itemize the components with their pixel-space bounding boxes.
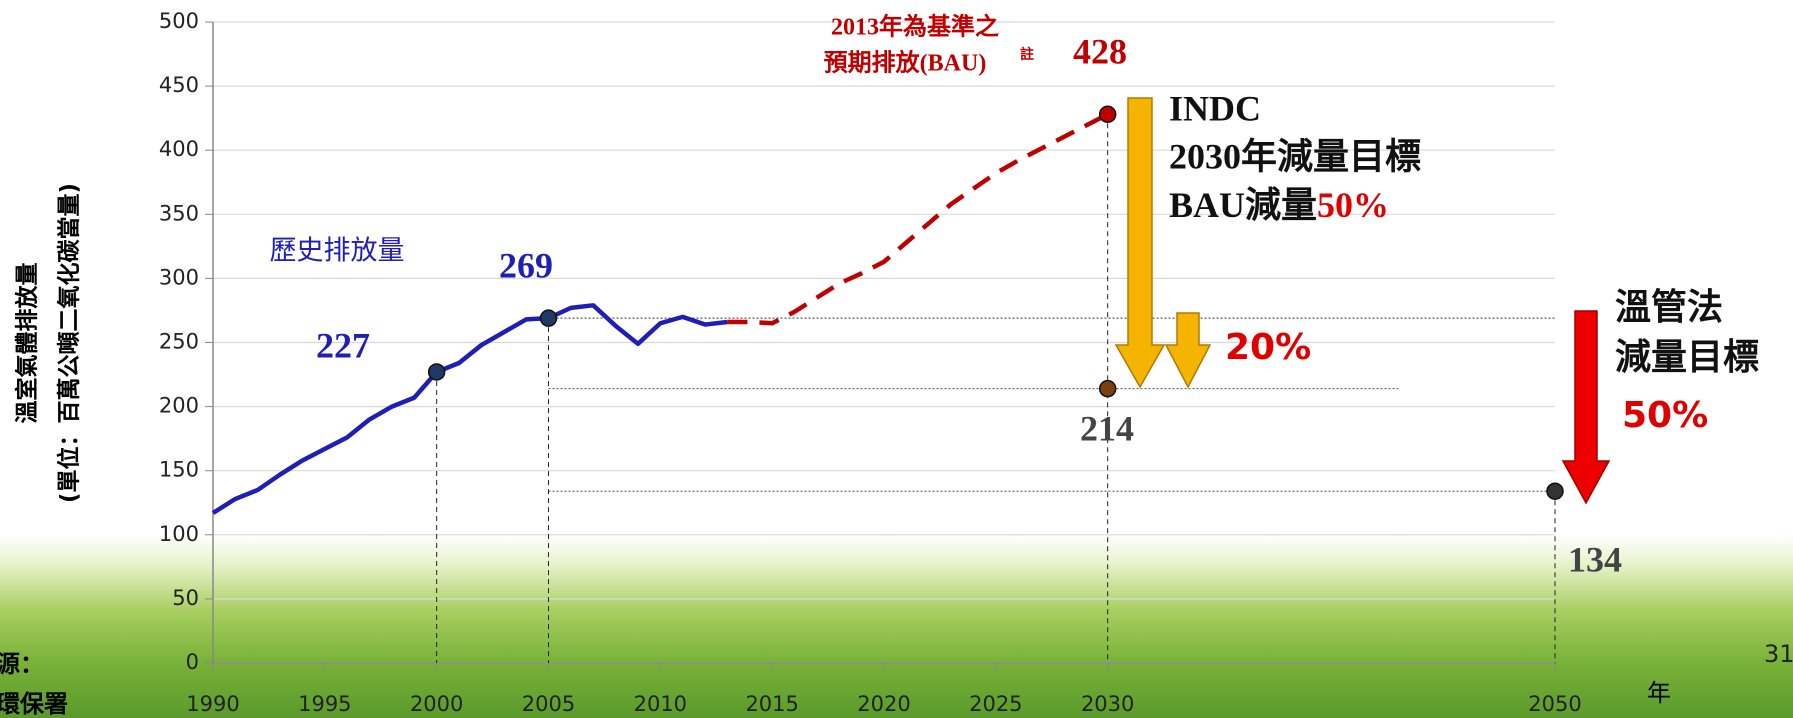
y-tick-label: 300 [159, 265, 199, 289]
y-axis-title: (單位：百萬公噸二氧化碳當量) [56, 183, 83, 503]
y-tick-label: 450 [159, 73, 199, 97]
data-label: 269 [499, 245, 553, 285]
y-tick-label: 50 [172, 586, 199, 610]
x-tick-label: 2010 [634, 692, 687, 716]
x-tick-label: 2050 [1528, 692, 1581, 716]
page-number: 31 [1764, 640, 1793, 668]
annotation: BAU減量50% [1169, 185, 1389, 225]
x-axis-title: 年 [1647, 679, 1671, 707]
annotation: 溫管法 [1615, 287, 1723, 328]
x-tick-label: 2030 [1081, 692, 1134, 716]
series-label: 歷史排放量 [270, 236, 405, 267]
x-tick-label: 1990 [186, 692, 239, 716]
arrow [1563, 311, 1609, 503]
annotation: 註 [1020, 46, 1034, 63]
y-tick-label: 350 [159, 201, 199, 225]
y-tick-label: 400 [159, 137, 199, 161]
data-label: 227 [316, 325, 370, 365]
x-tick-label: 2025 [969, 692, 1022, 716]
annotation: INDC [1169, 88, 1261, 128]
data-line [213, 305, 727, 513]
x-tick-label: 2015 [745, 692, 798, 716]
y-tick-label: 100 [159, 522, 199, 546]
data-label: 134 [1568, 539, 1622, 579]
annotation: 20% [1225, 327, 1311, 368]
data-label: 214 [1080, 408, 1134, 448]
y-tick-label: 150 [159, 458, 199, 482]
chart: 溫室氣體排放量 (單位：百萬公噸二氧化碳當量) 年 2013年為基準之 預期排放… [0, 0, 1793, 718]
data-point [429, 364, 445, 380]
x-tick-label: 2005 [522, 692, 575, 716]
data-point [1100, 106, 1116, 122]
y-tick-label: 500 [159, 9, 199, 33]
y-tick-label: 0 [186, 650, 199, 674]
data-point [541, 310, 557, 326]
y-tick-label: 250 [159, 330, 199, 354]
y-axis-title: 溫室氣體排放量 [14, 263, 41, 424]
data-point [1547, 483, 1563, 499]
data-point [1100, 381, 1116, 397]
source: 源： [0, 650, 44, 678]
arrow [1116, 98, 1164, 387]
annotation: 減量目標 [1615, 337, 1759, 378]
x-tick-label: 1995 [298, 692, 351, 716]
annotation: 預期排放(BAU) [824, 49, 987, 77]
data-line [727, 114, 1107, 323]
annotation: 50% [1317, 185, 1389, 225]
annotation: BAU減量 [1169, 185, 1317, 225]
arrow [1166, 313, 1210, 387]
annotation: 2030年減量目標 [1169, 136, 1421, 176]
x-tick-label: 2020 [857, 692, 910, 716]
y-tick-label: 200 [159, 394, 199, 418]
source: 環保署 [0, 690, 68, 718]
annotation: 2013年為基準之 [831, 13, 999, 41]
x-tick-label: 2000 [410, 692, 463, 716]
data-label: 428 [1073, 31, 1127, 71]
annotation: 50% [1622, 395, 1708, 436]
page: 溫室氣體排放量 (單位：百萬公噸二氧化碳當量) 年 2013年為基準之 預期排放… [0, 0, 1793, 718]
